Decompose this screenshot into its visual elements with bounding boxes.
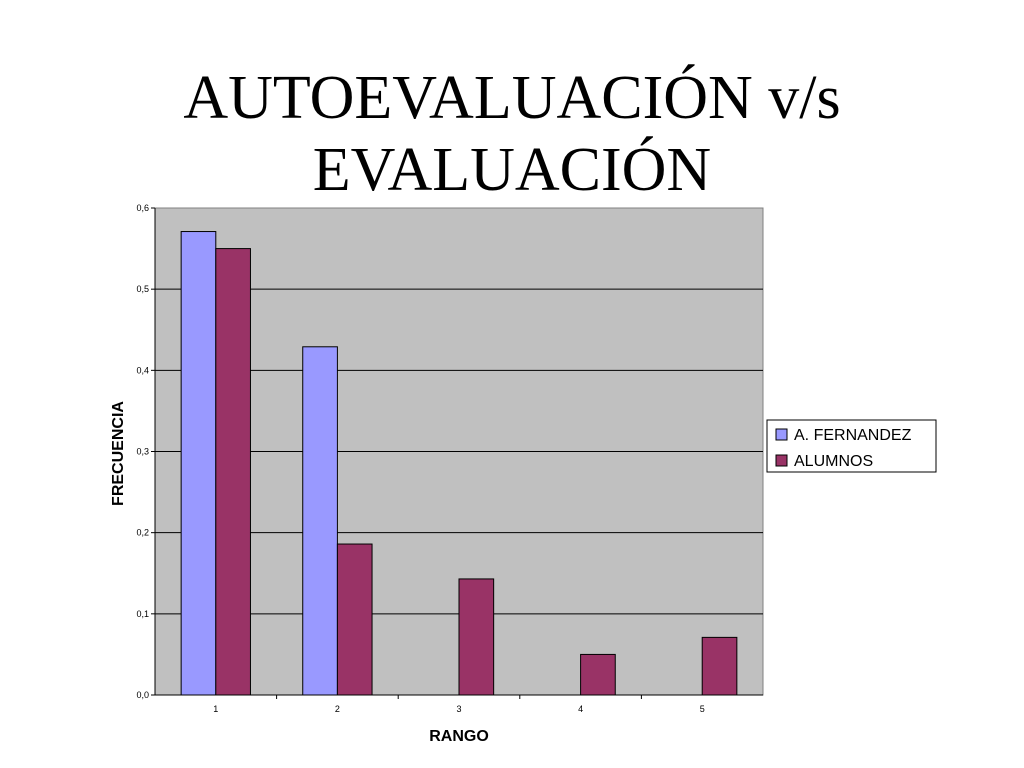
y-axis-ticks: 0,0 0,1 0,2 0,3 0,4 0,5 0,6 (136, 203, 763, 700)
legend-label: ALUMNOS (794, 453, 873, 470)
legend: A. FERNANDEZ ALUMNOS (766, 419, 937, 473)
x-tick-label: 4 (578, 704, 583, 714)
y-tick-label: 0,3 (136, 447, 149, 457)
bars (180, 231, 738, 696)
legend-box (766, 419, 937, 473)
bar-alumnos-4 (580, 653, 616, 696)
bar-alumnos-5 (701, 636, 738, 696)
chart-title-text: AUTOEVALUACIÓN v/s EVALUACIÓN (183, 64, 841, 204)
x-tick-label: 2 (335, 704, 340, 714)
x-axis-ticks: 1 2 3 4 5 (213, 695, 705, 714)
legend-swatch (775, 454, 788, 467)
y-axis-title: FRECUENCIA (110, 401, 127, 506)
bar-alumnos-1 (215, 248, 251, 696)
legend-swatch (775, 428, 788, 441)
y-tick-label: 0,0 (136, 690, 149, 700)
bar-alumnos-2 (336, 543, 373, 696)
gridlines (155, 288, 763, 615)
x-tick-label: 3 (456, 704, 461, 714)
y-tick-label: 0,1 (136, 609, 149, 619)
y-tick-label: 0,4 (136, 365, 149, 375)
y-tick-label: 0,2 (136, 528, 149, 538)
legend-label: A. FERNANDEZ (794, 427, 912, 444)
bar-alumnos-3 (458, 578, 495, 696)
x-axis-title: RANGO (429, 728, 489, 745)
bar-a-fernandez-1 (180, 231, 217, 696)
y-tick-label: 0,6 (136, 203, 149, 213)
chart-title: AUTOEVALUACIÓN v/s EVALUACIÓN (0, 62, 1024, 206)
bar-a-fernandez-2 (302, 346, 338, 696)
x-tick-label: 5 (700, 704, 705, 714)
y-tick-label: 0,5 (136, 284, 149, 294)
x-tick-label: 1 (213, 704, 218, 714)
